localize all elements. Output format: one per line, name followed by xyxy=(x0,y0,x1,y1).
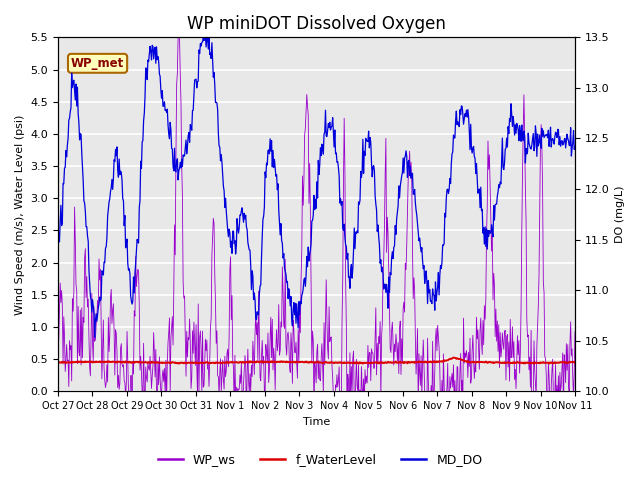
WP_ws xyxy=(116,345,124,351)
f_WaterLevel xyxy=(571,360,579,366)
Y-axis label: DO (mg/L): DO (mg/L) xyxy=(615,186,625,243)
Title: WP miniDOT Dissolved Oxygen: WP miniDOT Dissolved Oxygen xyxy=(187,15,446,33)
f_WaterLevel xyxy=(379,360,387,365)
X-axis label: Time: Time xyxy=(303,417,330,427)
f_WaterLevel xyxy=(450,355,458,360)
Line: WP_ws: WP_ws xyxy=(58,37,575,443)
WP_ws xyxy=(197,347,205,352)
MD_DO xyxy=(170,168,178,174)
WP_ws xyxy=(571,329,579,335)
Legend: WP_ws, f_WaterLevel, MD_DO: WP_ws, f_WaterLevel, MD_DO xyxy=(152,448,488,471)
f_WaterLevel xyxy=(196,360,204,366)
f_WaterLevel xyxy=(394,360,402,366)
f_WaterLevel xyxy=(116,359,124,365)
f_WaterLevel xyxy=(530,361,538,367)
WP_ws xyxy=(396,326,403,332)
WP_ws xyxy=(330,440,338,446)
Line: MD_DO: MD_DO xyxy=(58,37,575,337)
f_WaterLevel xyxy=(54,360,62,365)
MD_DO xyxy=(396,195,403,201)
Line: f_WaterLevel: f_WaterLevel xyxy=(58,358,575,364)
MD_DO xyxy=(200,35,207,40)
f_WaterLevel xyxy=(169,360,177,365)
WP_ws xyxy=(174,35,182,40)
MD_DO xyxy=(571,144,579,149)
WP_ws xyxy=(169,342,177,348)
MD_DO xyxy=(91,335,99,340)
f_WaterLevel xyxy=(63,360,71,365)
MD_DO xyxy=(118,170,125,176)
MD_DO xyxy=(63,143,71,148)
Y-axis label: Wind Speed (m/s), Water Level (psi): Wind Speed (m/s), Water Level (psi) xyxy=(15,114,25,314)
WP_ws xyxy=(54,305,62,311)
WP_ws xyxy=(381,223,388,229)
MD_DO xyxy=(197,43,205,49)
Text: WP_met: WP_met xyxy=(71,57,124,70)
WP_ws xyxy=(63,358,71,364)
MD_DO xyxy=(54,244,62,250)
MD_DO xyxy=(381,281,388,287)
